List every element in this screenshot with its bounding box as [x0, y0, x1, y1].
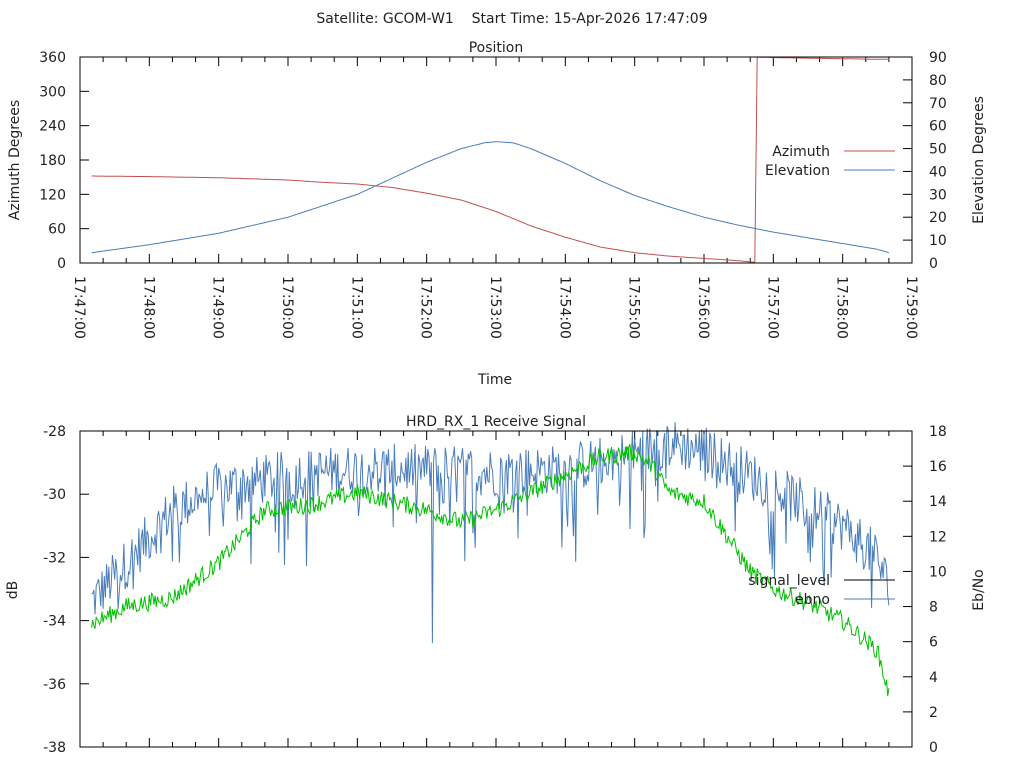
x-tick-label: 17:59:00: [903, 276, 919, 339]
legend-signal-level-label: signal_level: [748, 573, 830, 589]
plot-frame: [79, 56, 913, 264]
y2-tick-label: 70: [929, 96, 947, 112]
x-tick-label: 17:47:00: [71, 276, 87, 339]
y2-tick-label: 18: [929, 424, 947, 440]
x-tick-label: 17:49:00: [210, 276, 226, 339]
y2-tick-label: 20: [929, 210, 947, 226]
position-plot: Position Azimuth Degrees Elevation Degre…: [7, 40, 987, 388]
y-tick-label: 300: [39, 84, 66, 100]
y2-tick-label: 0: [929, 740, 938, 756]
series-line-azimuth: [91, 56, 889, 263]
x-tick-label: 17:56:00: [695, 276, 711, 339]
x-tick-label: 17:57:00: [764, 276, 780, 339]
y-tick-label: -30: [43, 487, 66, 503]
ebno-axis-label: Eb/No: [971, 569, 987, 611]
elevation-axis-label: Elevation Degrees: [971, 96, 987, 224]
y2-tick-label: 80: [929, 73, 947, 89]
azimuth-axis-label: Azimuth Degrees: [7, 100, 23, 220]
x-tick-label: 17:48:00: [140, 276, 156, 339]
x-tick-label: 17:54:00: [556, 276, 572, 339]
time-axis-label: Time: [477, 372, 512, 388]
y-tick-label: -34: [43, 614, 66, 630]
series-line-signal-level: [91, 422, 890, 644]
signal-plot-title: HRD_RX_1 Receive Signal: [406, 414, 586, 430]
page-title: Satellite: GCOM-W1 Start Time: 15-Apr-20…: [316, 11, 707, 27]
y2-tick-label: 50: [929, 142, 947, 158]
x-tick-label: 17:58:00: [834, 276, 850, 339]
y-tick-label: -32: [43, 550, 66, 566]
y-tick-label: 180: [39, 153, 66, 169]
y-tick-label: 360: [39, 50, 66, 66]
position-legend: Azimuth Elevation: [765, 144, 895, 179]
y-tick-label: -36: [43, 677, 66, 693]
y2-tick-label: 6: [929, 635, 938, 651]
x-tick-label: 17:50:00: [279, 276, 295, 339]
series-line-elevation: [91, 141, 890, 254]
legend-ebno-label: ebno: [795, 592, 830, 608]
y-tick-label: 60: [48, 222, 66, 238]
y2-tick-label: 40: [929, 164, 947, 180]
signal-legend: signal_level ebno: [748, 573, 895, 608]
y-tick-label: 0: [57, 256, 66, 272]
y2-tick-label: 8: [929, 600, 938, 616]
y2-tick-label: 90: [929, 50, 947, 66]
y2-tick-label: 16: [929, 459, 947, 475]
y2-tick-label: 10: [929, 233, 947, 249]
y-tick-label: 120: [39, 187, 66, 203]
legend-elevation-label: Elevation: [765, 163, 830, 179]
x-tick-label: 17:52:00: [418, 276, 434, 339]
x-tick-label: 17:55:00: [626, 276, 642, 339]
y-tick-label: -38: [43, 740, 66, 756]
y2-tick-label: 12: [929, 529, 947, 545]
x-tick-label: 17:53:00: [487, 276, 503, 339]
y-tick-label: -28: [43, 424, 66, 440]
plot-frame: [79, 430, 913, 748]
y2-tick-label: 0: [929, 256, 938, 272]
legend-azimuth-label: Azimuth: [772, 144, 830, 160]
series-line-ebno: [91, 444, 890, 697]
y2-tick-label: 14: [929, 494, 947, 510]
y2-tick-label: 2: [929, 705, 938, 721]
x-tick-label: 17:51:00: [348, 276, 364, 339]
db-axis-label: dB: [5, 581, 21, 600]
y2-tick-label: 10: [929, 564, 947, 580]
y2-tick-label: 4: [929, 670, 938, 686]
y-tick-label: 240: [39, 119, 66, 135]
signal-plot: HRD_RX_1 Receive Signal dB Eb/No -38 -36 -…: [5, 414, 987, 756]
y2-tick-label: 30: [929, 187, 947, 203]
y2-tick-label: 60: [929, 119, 947, 135]
position-plot-title: Position: [469, 40, 524, 56]
